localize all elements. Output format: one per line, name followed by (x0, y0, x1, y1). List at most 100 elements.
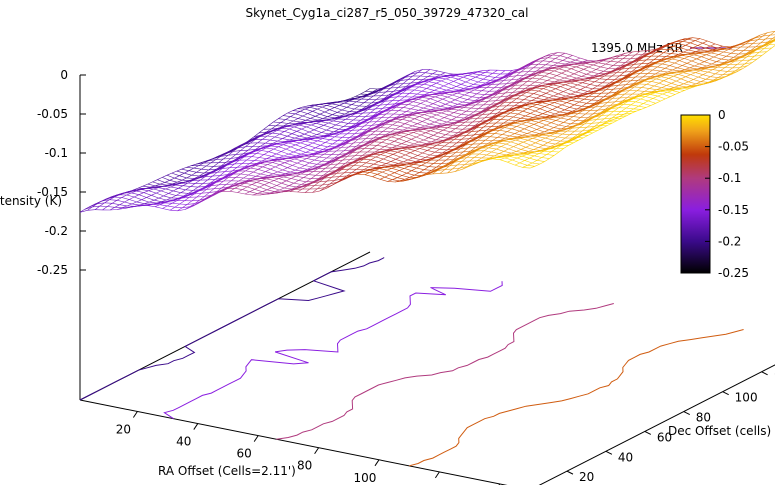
mesh-segment (467, 125, 476, 127)
mesh-segment (274, 157, 280, 160)
mesh-segment (240, 170, 246, 175)
mesh-segment (348, 138, 354, 141)
mesh-segment (166, 174, 175, 179)
mesh-segment (272, 130, 278, 134)
mesh-segment (222, 167, 230, 169)
mesh-segment (136, 189, 142, 192)
mesh-segment (191, 190, 197, 194)
mesh-segment (230, 154, 236, 159)
mesh-segment (305, 149, 311, 153)
mesh-segment (383, 94, 389, 99)
mesh-segment (412, 93, 418, 98)
mesh-segment (304, 162, 310, 166)
mesh-segment (232, 150, 241, 152)
mesh-segment (534, 81, 543, 84)
mesh-segment (186, 165, 192, 168)
mesh-segment (355, 110, 361, 115)
mesh-segment (301, 126, 307, 130)
mesh-segment (373, 117, 382, 119)
mesh-segment (555, 120, 564, 123)
mesh-segment (460, 147, 469, 149)
mesh-segment (114, 194, 120, 198)
mesh-segment (594, 81, 603, 84)
mesh-segment (577, 84, 586, 88)
mesh-segment (683, 83, 692, 86)
mesh-segment (281, 182, 290, 186)
mesh-segment (767, 31, 775, 33)
mesh-segment (271, 129, 277, 132)
mesh-segment (619, 115, 627, 117)
mesh-segment (296, 122, 302, 125)
mesh-segment (304, 131, 310, 135)
mesh-segment (438, 77, 447, 80)
mesh-segment (246, 156, 252, 161)
mesh-segment (408, 134, 417, 138)
mesh-segment (282, 115, 291, 117)
mesh-segment (552, 84, 561, 87)
mesh-segment (503, 151, 512, 154)
mesh-segment (313, 120, 319, 122)
mesh-segment (207, 171, 213, 174)
mesh-segment (364, 121, 370, 127)
mesh-segment (400, 156, 409, 161)
mesh-segment (119, 204, 128, 207)
mesh-segment (243, 180, 249, 183)
mesh-segment (307, 166, 313, 170)
mesh-segment (298, 147, 304, 151)
mesh-segment (138, 188, 144, 190)
mesh-segment (572, 86, 581, 90)
mesh-segment (583, 69, 592, 73)
mesh-segment (230, 157, 239, 159)
mesh-segment (287, 133, 293, 137)
mesh-segment (468, 84, 474, 87)
mesh-segment (252, 136, 258, 140)
mesh-segment (266, 145, 272, 149)
mesh-segment (627, 76, 636, 78)
mesh-segment (476, 93, 485, 95)
mesh-segment (408, 166, 417, 169)
mesh-segment (302, 115, 311, 119)
mesh-segment (239, 185, 248, 188)
mesh-segment (176, 197, 182, 201)
mesh-segment (468, 86, 477, 88)
mesh-segment (386, 169, 395, 173)
mesh-segment (762, 34, 771, 37)
mesh-segment (235, 173, 241, 178)
mesh-segment (608, 91, 617, 94)
mesh-segment (335, 124, 344, 127)
mesh-segment (560, 86, 569, 90)
mesh-segment (285, 116, 291, 120)
mesh-segment (206, 188, 215, 190)
mesh-segment (94, 201, 100, 205)
mesh-segment (426, 162, 434, 164)
mesh-segment (552, 109, 560, 113)
mesh-segment (403, 104, 409, 108)
mesh-segment (235, 169, 241, 172)
mesh-segment (353, 142, 362, 144)
mesh-segment (237, 144, 243, 149)
mesh-segment (633, 108, 642, 110)
mesh-segment (508, 75, 517, 77)
mesh-segment (306, 158, 315, 161)
mesh-segment (223, 177, 229, 182)
mesh-segment (201, 168, 209, 171)
mesh-segment (350, 123, 356, 127)
mesh-segment (333, 120, 341, 123)
mesh-segment (228, 173, 234, 178)
mesh-segment (430, 96, 436, 99)
mesh-segment (360, 116, 366, 121)
mesh-segment (185, 189, 194, 191)
mesh-segment (321, 132, 330, 135)
mesh-segment (599, 78, 608, 80)
mesh-segment (347, 113, 353, 116)
mesh-segment (344, 130, 353, 132)
mesh-segment (516, 98, 525, 100)
mesh-segment (278, 178, 287, 182)
mesh-segment (415, 105, 424, 109)
mesh-segment (547, 57, 556, 59)
mesh-segment (286, 180, 294, 184)
mesh-segment (441, 80, 449, 84)
mesh-segment (196, 176, 202, 180)
mesh-segment (129, 199, 137, 203)
mesh-segment (334, 115, 340, 119)
